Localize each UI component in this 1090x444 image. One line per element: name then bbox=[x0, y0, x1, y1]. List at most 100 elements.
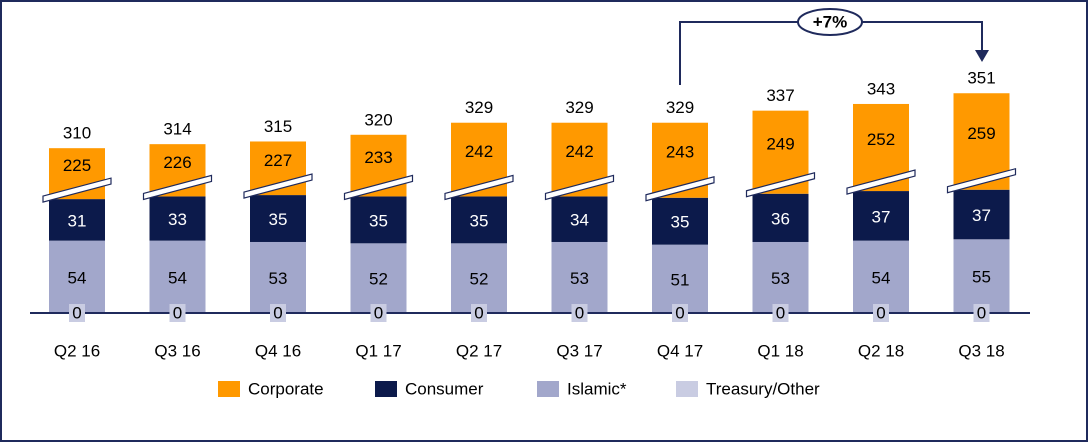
total-label: 329 bbox=[565, 98, 593, 117]
bar-segment bbox=[752, 193, 809, 242]
segment-label: 259 bbox=[967, 124, 995, 143]
axis-break bbox=[645, 175, 715, 202]
segment-label: 225 bbox=[63, 156, 91, 175]
zero-box bbox=[672, 304, 688, 322]
legend-label: Islamic* bbox=[567, 379, 627, 398]
legend-label: Treasury/Other bbox=[706, 379, 820, 398]
bar-segment bbox=[953, 239, 1010, 313]
segment-label: 35 bbox=[671, 213, 690, 232]
axis-break bbox=[243, 173, 313, 199]
segment-label: 242 bbox=[565, 142, 593, 161]
segment-label: 36 bbox=[771, 209, 790, 228]
bar-segment bbox=[652, 244, 708, 313]
segment-label: 0 bbox=[474, 303, 483, 322]
x-tick-label: Q4 17 bbox=[657, 341, 703, 360]
x-tick-label: Q3 17 bbox=[556, 341, 602, 360]
segment-label: 227 bbox=[264, 151, 292, 170]
segment-label: 35 bbox=[369, 211, 388, 230]
segment-label: 54 bbox=[168, 268, 187, 287]
segment-label: 31 bbox=[68, 211, 87, 230]
legend-label: Corporate bbox=[248, 379, 324, 398]
segment-label: 33 bbox=[168, 210, 187, 229]
axis-break bbox=[444, 174, 514, 201]
bar-segment bbox=[49, 240, 105, 313]
segment-label: 0 bbox=[173, 303, 182, 322]
segment-label: 55 bbox=[972, 268, 991, 287]
axis-break bbox=[544, 174, 615, 201]
x-tick-label: Q4 16 bbox=[255, 341, 301, 360]
zero-labels: 0 0 0 0 0 0 0 0 0 0 bbox=[69, 303, 990, 322]
bar-segment bbox=[551, 196, 608, 242]
bar-segment bbox=[953, 189, 1010, 240]
zero-box bbox=[571, 304, 588, 322]
segment-label: 52 bbox=[369, 270, 388, 289]
legend-swatch bbox=[537, 381, 559, 397]
axis-break bbox=[745, 171, 816, 198]
bar-segment bbox=[350, 196, 407, 244]
x-tick-label: Q2 16 bbox=[54, 341, 100, 360]
legend-swatch bbox=[218, 381, 240, 397]
segment-label: 242 bbox=[465, 142, 493, 161]
zero-box bbox=[973, 304, 990, 322]
segment-label: 53 bbox=[269, 269, 288, 288]
total-label: 310 bbox=[63, 124, 91, 143]
segment-label: 37 bbox=[972, 206, 991, 225]
total-label: 337 bbox=[766, 86, 794, 105]
segment-label: 226 bbox=[163, 153, 191, 172]
zero-box bbox=[772, 304, 789, 322]
bar-segment bbox=[250, 195, 306, 242]
legend-swatch bbox=[375, 381, 397, 397]
zero-box bbox=[169, 304, 186, 322]
segment-label: 249 bbox=[766, 135, 794, 154]
bar-segment bbox=[149, 240, 206, 313]
bar-segment bbox=[49, 199, 105, 241]
annotation-oval bbox=[797, 8, 863, 36]
segment-label: 53 bbox=[570, 269, 589, 288]
bar-segment bbox=[752, 241, 809, 313]
segment-label: 37 bbox=[872, 207, 891, 226]
segment-label: 0 bbox=[675, 303, 684, 322]
axis-break bbox=[42, 177, 112, 203]
bar-segment bbox=[652, 197, 708, 245]
segment-label: 54 bbox=[68, 268, 87, 287]
legend-label: Consumer bbox=[405, 379, 484, 398]
x-tick-label: Q3 16 bbox=[154, 341, 200, 360]
total-label: 315 bbox=[264, 117, 292, 136]
x-tick-label: Q3 18 bbox=[958, 341, 1004, 360]
axis-break bbox=[946, 167, 1017, 194]
legend: Corporate Consumer Islamic* Treasury/Other bbox=[218, 379, 820, 398]
bar-segment bbox=[350, 243, 407, 313]
segment-label: 0 bbox=[575, 303, 584, 322]
bar-segment bbox=[853, 191, 909, 241]
arrow-head bbox=[975, 50, 989, 62]
total-label: 314 bbox=[163, 120, 191, 139]
bar-segment bbox=[250, 241, 306, 313]
axis-break bbox=[142, 174, 213, 201]
bar-segment bbox=[451, 196, 507, 244]
total-label: 351 bbox=[967, 69, 995, 88]
bar-segment bbox=[451, 243, 507, 313]
bar-segment bbox=[551, 241, 608, 313]
segment-label: 0 bbox=[273, 303, 282, 322]
segment-label: 233 bbox=[364, 148, 392, 167]
total-label: 329 bbox=[666, 98, 694, 117]
segment-label: 51 bbox=[671, 270, 690, 289]
bar-segment bbox=[853, 240, 909, 313]
total-label: 343 bbox=[867, 79, 895, 98]
axis-break bbox=[846, 169, 916, 195]
total-label: 329 bbox=[465, 98, 493, 117]
segment-label: 35 bbox=[470, 211, 489, 230]
annotation: +7% bbox=[813, 12, 848, 31]
bar-segment bbox=[149, 196, 206, 241]
bars: 54 31 225 310 Q2 16 54 33 226 314 Q3 16 53 35 227 315… bbox=[42, 69, 1017, 360]
segment-label: 52 bbox=[470, 270, 489, 289]
segment-label: 0 bbox=[374, 303, 383, 322]
zero-box bbox=[471, 304, 487, 322]
segment-label: 0 bbox=[72, 303, 81, 322]
segment-label: 34 bbox=[570, 211, 589, 230]
x-tick-label: Q1 17 bbox=[355, 341, 401, 360]
x-tick-label: Q1 18 bbox=[757, 341, 803, 360]
segment-label: 54 bbox=[872, 268, 891, 287]
segment-label: 35 bbox=[269, 210, 288, 229]
